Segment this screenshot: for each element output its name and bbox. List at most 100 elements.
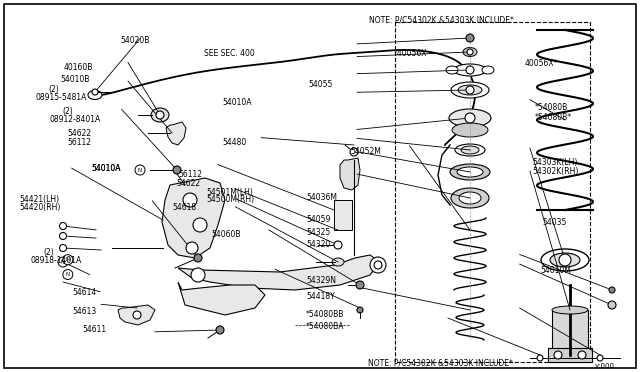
Ellipse shape: [88, 90, 102, 99]
Ellipse shape: [541, 249, 589, 271]
Ellipse shape: [458, 85, 482, 95]
Text: 54303K(LH): 54303K(LH): [532, 158, 578, 167]
Text: 54010A: 54010A: [91, 164, 120, 173]
Text: 54302K(RH): 54302K(RH): [532, 167, 579, 176]
Ellipse shape: [459, 192, 481, 204]
Text: *54080B*: *54080B*: [534, 113, 572, 122]
Text: 54020B: 54020B: [120, 36, 150, 45]
Text: 40160B: 40160B: [64, 63, 93, 72]
Circle shape: [374, 261, 382, 269]
Text: (2): (2): [63, 107, 74, 116]
Ellipse shape: [451, 188, 489, 208]
Circle shape: [537, 355, 543, 361]
Polygon shape: [118, 305, 155, 325]
Circle shape: [554, 351, 562, 359]
Polygon shape: [178, 282, 265, 315]
Ellipse shape: [550, 253, 580, 267]
Text: 54611: 54611: [82, 325, 106, 334]
Circle shape: [466, 66, 474, 74]
Text: 54320: 54320: [306, 240, 330, 249]
Circle shape: [60, 222, 67, 230]
Text: *54080B: *54080B: [534, 103, 568, 112]
Text: *54080BB: *54080BB: [306, 310, 344, 319]
Text: 08915-5481A: 08915-5481A: [35, 93, 86, 102]
Text: 08918-1401A: 08918-1401A: [31, 256, 82, 265]
Polygon shape: [166, 122, 186, 145]
Text: 54618: 54618: [173, 203, 197, 212]
Text: γ:000: γ:000: [595, 363, 614, 369]
Ellipse shape: [151, 108, 169, 122]
Circle shape: [60, 259, 67, 266]
Text: 54010M: 54010M: [541, 266, 572, 275]
Text: NOTE: P/C54302K &54303K INCLUDE*: NOTE: P/C54302K &54303K INCLUDE*: [369, 16, 513, 25]
Text: N: N: [138, 167, 142, 173]
Text: (2): (2): [48, 85, 59, 94]
Ellipse shape: [457, 167, 483, 177]
Circle shape: [193, 218, 207, 232]
Text: N: N: [66, 272, 70, 277]
Text: 54329N: 54329N: [306, 276, 336, 285]
Text: 54060B: 54060B: [211, 230, 241, 239]
Circle shape: [92, 89, 98, 95]
Text: 54480: 54480: [223, 138, 247, 147]
Ellipse shape: [449, 109, 491, 127]
Circle shape: [173, 166, 181, 174]
Circle shape: [465, 113, 475, 123]
Text: 54055: 54055: [308, 80, 333, 89]
Text: 54036M: 54036M: [306, 193, 337, 202]
Circle shape: [58, 257, 68, 267]
Bar: [395, 22, 590, 362]
Circle shape: [608, 301, 616, 309]
Ellipse shape: [552, 306, 588, 314]
Text: 54420(RH): 54420(RH): [19, 203, 61, 212]
Text: 54052M: 54052M: [351, 147, 381, 156]
Ellipse shape: [452, 123, 488, 137]
Ellipse shape: [454, 64, 486, 76]
Circle shape: [186, 242, 198, 254]
Text: NOTE: P/C54302K &54303K INCLUDE*: NOTE: P/C54302K &54303K INCLUDE*: [368, 359, 513, 368]
Circle shape: [191, 268, 205, 282]
Text: 54035: 54035: [543, 218, 567, 227]
Circle shape: [466, 86, 474, 94]
Circle shape: [133, 311, 141, 319]
Circle shape: [194, 254, 202, 262]
Circle shape: [467, 49, 473, 55]
Ellipse shape: [332, 258, 344, 266]
Text: N: N: [61, 260, 65, 264]
Text: 54418Y: 54418Y: [306, 292, 335, 301]
Polygon shape: [340, 158, 360, 190]
Text: 40056X*: 40056X*: [525, 60, 558, 68]
Text: 54325: 54325: [306, 228, 330, 237]
Text: 54500M(RH): 54500M(RH): [206, 195, 254, 204]
Circle shape: [357, 307, 363, 313]
Circle shape: [156, 111, 164, 119]
Text: 54010A: 54010A: [223, 98, 252, 107]
Text: *40056X: *40056X: [394, 49, 427, 58]
Text: 54421(LH): 54421(LH): [19, 195, 60, 204]
Text: N: N: [66, 257, 70, 262]
Text: 54501M(LH): 54501M(LH): [206, 188, 253, 197]
Circle shape: [135, 165, 145, 175]
Text: 56112: 56112: [67, 138, 92, 147]
Text: 54059: 54059: [306, 215, 330, 224]
Text: 54614: 54614: [72, 288, 97, 297]
Ellipse shape: [463, 48, 477, 57]
Circle shape: [597, 355, 603, 361]
Circle shape: [216, 326, 224, 334]
Ellipse shape: [461, 146, 479, 154]
Text: 08912-8401A: 08912-8401A: [50, 115, 101, 124]
Circle shape: [60, 232, 67, 240]
Ellipse shape: [446, 66, 458, 74]
Circle shape: [578, 351, 586, 359]
Text: SEE SEC. 400: SEE SEC. 400: [204, 49, 254, 58]
Circle shape: [466, 34, 474, 42]
Text: *54080BA: *54080BA: [306, 322, 344, 331]
Circle shape: [63, 270, 73, 279]
Ellipse shape: [450, 164, 490, 180]
Circle shape: [370, 257, 386, 273]
Text: 54622: 54622: [176, 179, 200, 188]
Ellipse shape: [455, 144, 485, 156]
Text: 56112: 56112: [178, 170, 202, 179]
Polygon shape: [178, 255, 380, 290]
Bar: [334, 200, 352, 230]
